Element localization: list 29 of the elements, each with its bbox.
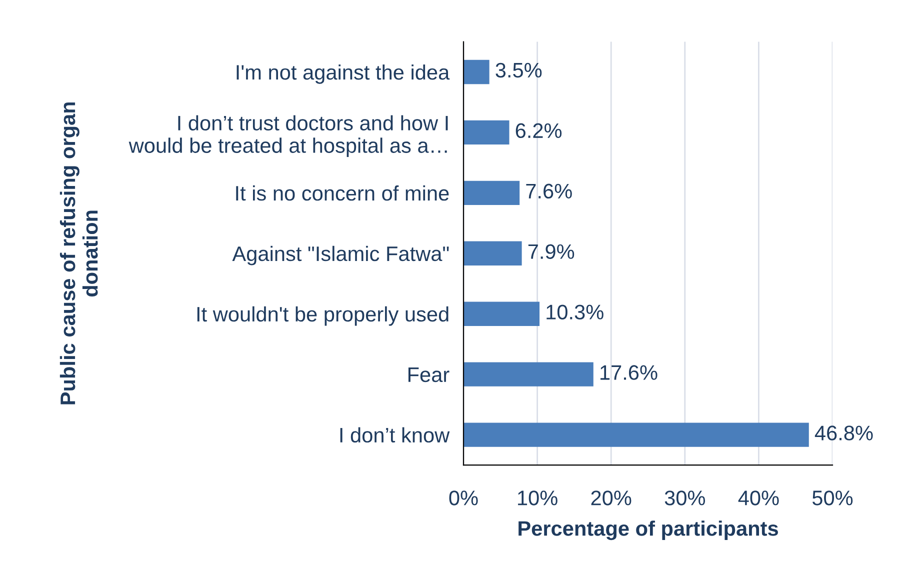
x-axis-title: Percentage of participants (518, 520, 778, 540)
x-tick-label: 20% (591, 490, 632, 506)
y-axis-title: Public cause of refusing organ donation (60, 102, 98, 404)
y-tick-label: I don’t know (340, 427, 450, 443)
bar (464, 422, 809, 447)
data-label: 7.6% (526, 184, 572, 199)
bar (464, 362, 594, 386)
x-tick-label: 10% (518, 490, 558, 506)
y-tick-label: I'm not against the idea (236, 64, 450, 84)
x-tick-label: 40% (738, 490, 779, 506)
y-tick-label: Fear (408, 368, 450, 382)
data-label: 17.6% (600, 365, 658, 380)
data-label: 7.9% (528, 244, 574, 259)
bar (464, 60, 490, 84)
data-label: 3.5% (496, 62, 542, 78)
x-tick-label: 30% (664, 490, 706, 506)
y-tick-label: It wouldn't be properly used (197, 306, 448, 326)
x-tick-label: 50% (812, 490, 853, 506)
bar (464, 241, 522, 266)
y-tick-label: Against "Islamic Fatwa" (232, 246, 449, 266)
bar (464, 302, 540, 326)
data-label: 6.2% (516, 123, 562, 138)
data-label: 10.3% (546, 304, 604, 320)
bar (464, 180, 520, 206)
data-label: 46.8% (814, 426, 873, 440)
bar (464, 120, 510, 145)
x-tick-label: 0% (449, 490, 478, 506)
y-tick-label: It is no concern of mine (236, 185, 449, 201)
y-tick-label: I don’t trust doctors and how I would be treated at hospital as a… (128, 115, 448, 158)
